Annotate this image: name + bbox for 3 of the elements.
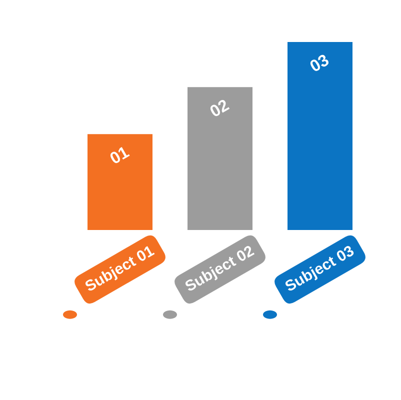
annotation: 03 xyxy=(308,54,330,72)
annotation: 02 xyxy=(208,98,230,118)
annotation: 01 xyxy=(108,146,130,165)
